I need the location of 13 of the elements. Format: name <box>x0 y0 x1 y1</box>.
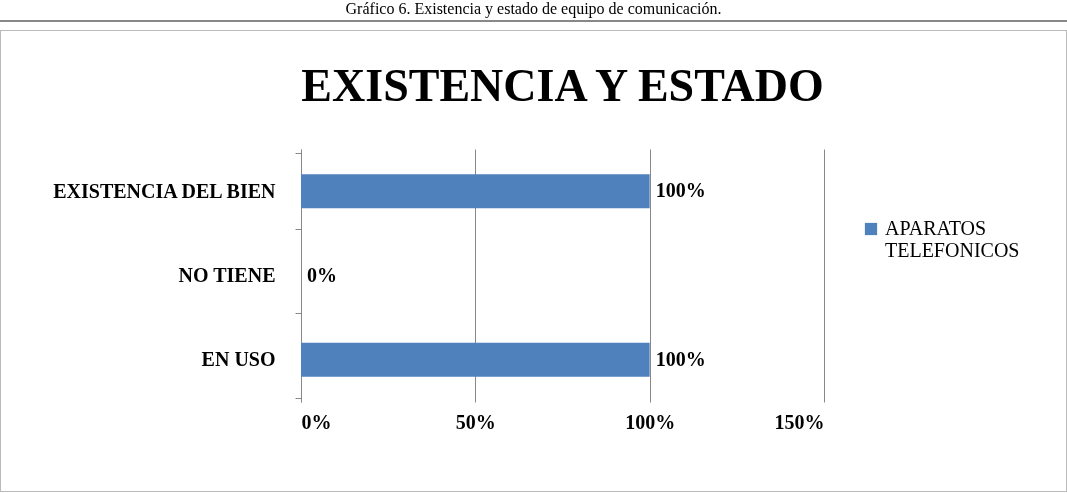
x-tick-label: 50% <box>455 410 496 433</box>
legend-label: APARATOS TELEFONICOS <box>885 217 1020 261</box>
data-label: 100% <box>655 179 706 202</box>
y-tick-label: EN USO <box>201 348 276 371</box>
data-label: 100% <box>655 347 706 370</box>
x-tick-label: 150% <box>774 410 825 433</box>
data-label: 0% <box>307 263 337 286</box>
x-tick-label: 100% <box>625 410 676 433</box>
y-tick-label: NO TIENE <box>178 264 276 286</box>
y-tick-label: EXISTENCIA DEL BIEN <box>53 179 277 202</box>
chart-title: EXISTENCIA Y ESTADO <box>301 60 824 111</box>
x-tick-label: 0% <box>301 410 332 433</box>
text: Gráfico 6. Existencia y estado de equipo de comunicación. <box>0 0 1067 22</box>
